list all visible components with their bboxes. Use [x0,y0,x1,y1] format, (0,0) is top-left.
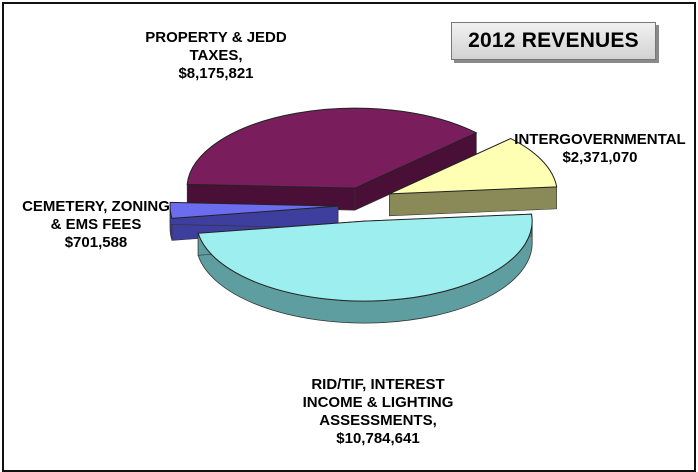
label-line: INCOME & LIGHTING [302,394,454,411]
label-line: INTERGOVERNMENTAL [514,131,686,148]
label-line: RID/TIF, INTEREST [311,376,445,393]
slice-rid-tif-interest-lighting [197,213,533,324]
label-value: $2,371,070 [562,149,638,166]
label-value: $8,175,821 [178,65,254,82]
label-line: ASSESSMENTS, [319,412,437,429]
label-intergovernmental: INTERGOVERNMENTAL $2,371,070 [505,131,695,167]
label-line: & EMS FEES [50,216,142,233]
label-cemetery-zoning-ems: CEMETERY, ZONING & EMS FEES $701,588 [11,198,181,252]
label-value: $701,588 [64,234,128,251]
label-property-jedd-taxes: PROPERTY & JEDD TAXES, $8,175,821 [121,29,311,83]
slice-top-face [197,213,533,302]
label-line: PROPERTY & JEDD [145,29,287,46]
label-line: TAXES, [189,47,243,64]
slice-top-face [389,137,558,195]
slice-top-face [186,107,478,189]
slice-intergovernmental [389,137,558,217]
chart-title: 2012 REVENUES [451,22,656,60]
slice-top-face [169,201,339,219]
label-rid-tif-interest-lighting: RID/TIF, INTEREST INCOME & LIGHTING ASSE… [278,376,478,448]
label-line: CEMETERY, ZONING [22,198,170,215]
pie-chart [169,107,558,324]
label-value: $10,784,641 [336,430,420,447]
